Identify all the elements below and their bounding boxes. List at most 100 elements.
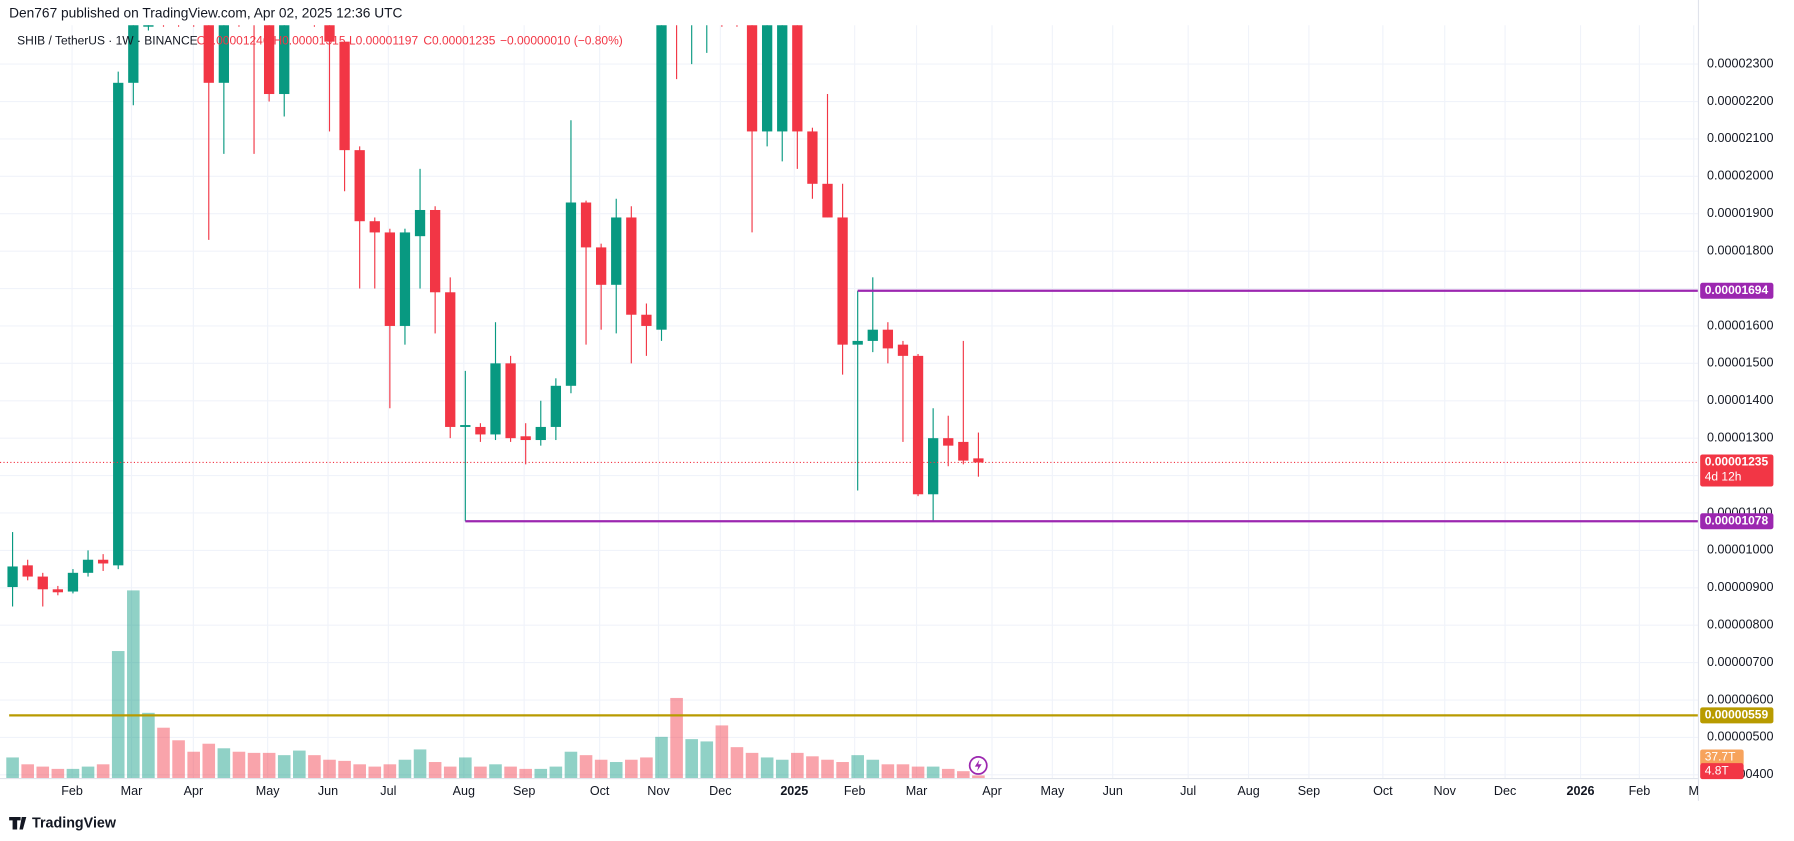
y-tick-label: 0.00002300 (1707, 56, 1773, 70)
x-tick-label: Feb (844, 784, 866, 798)
volume-bar (459, 757, 472, 779)
x-tick-label: Aug (1237, 784, 1259, 798)
candle-body (339, 41, 350, 151)
x-tick-label: Feb (61, 784, 83, 798)
grid (0, 25, 1698, 779)
volume-bar (760, 757, 774, 779)
volume-bar (851, 755, 864, 779)
volume-bar (866, 759, 880, 779)
x-tick-label: Mar (906, 784, 928, 798)
candle-body (369, 221, 380, 233)
volume-label: 37.7T (1705, 750, 1736, 764)
x-tick-label: Jun (318, 784, 338, 798)
level-label: 0.00001694 (1705, 283, 1769, 297)
candle-body (279, 25, 290, 95)
x-tick-label: Jun (1103, 784, 1123, 798)
y-tick-label: 0.00001600 (1707, 318, 1773, 332)
ohlc-high: H0.00001315 (273, 33, 345, 47)
volume-bar (81, 766, 95, 779)
ohlc-low: L0.00001197 (349, 33, 419, 47)
volume-bar (202, 743, 216, 779)
x-tick-label: M (1688, 784, 1698, 798)
volume-bar (791, 752, 804, 779)
x-tick-label: Jul (380, 784, 396, 798)
logo-text: TradingView (32, 816, 117, 832)
volume-bar (383, 764, 397, 779)
candle-body (490, 363, 501, 435)
volume-bar (338, 760, 351, 779)
volume-bar (972, 775, 985, 779)
candle-body (943, 438, 954, 446)
level-label-box (1700, 282, 1774, 299)
candle-body (852, 340, 863, 345)
volume-label: 4.8T (1705, 763, 1730, 777)
candle-body (595, 247, 607, 285)
volume-bar (670, 697, 683, 779)
y-tick-label: 0.00000700 (1707, 655, 1773, 669)
candle-body (807, 131, 818, 184)
candle-body (445, 292, 456, 427)
candle-body (354, 150, 365, 222)
candle-body (203, 25, 214, 83)
volume-bar (564, 751, 578, 779)
volume-bar (640, 757, 653, 779)
y-tick-label: 0.00001000 (1707, 543, 1773, 557)
y-tick-label: 0.00001300 (1707, 430, 1773, 444)
volume-bar (896, 764, 910, 779)
x-tick-label: Sep (513, 784, 535, 798)
volume-bar (142, 712, 155, 779)
candle-body (897, 344, 909, 356)
x-tick-label: Dec (709, 784, 731, 798)
volume-bar (474, 766, 487, 779)
candle-body (958, 441, 969, 461)
volume-bar (836, 762, 849, 779)
candle-body (67, 572, 79, 592)
candle-body (7, 566, 18, 588)
ohlc-change: −0.00000010 (−0.80%) (500, 33, 623, 47)
candle-body (535, 426, 546, 441)
volume-bar (217, 748, 231, 779)
candle-body (505, 363, 516, 439)
event-icon-bolt (974, 759, 982, 772)
volume-bar (428, 762, 442, 779)
volume-label-box (1700, 763, 1744, 780)
volume-bar (293, 750, 306, 779)
last-price-label: 0.00001235 (1705, 455, 1769, 469)
candle-body (113, 82, 124, 566)
candle-body (912, 355, 924, 495)
volume-bar (549, 766, 563, 779)
candle-body (414, 209, 426, 237)
candle-layer (7, 25, 984, 607)
volume-bar (262, 752, 276, 779)
volume-bar (609, 762, 623, 779)
candle-body (475, 426, 486, 435)
volume-bar (594, 759, 608, 779)
candle-body (580, 202, 592, 248)
volume-layer (6, 590, 985, 779)
candle-body (429, 209, 441, 293)
volume-bar (308, 755, 321, 779)
countdown: 4d 12h (1705, 470, 1742, 484)
y-tick-label: 0.00001400 (1707, 393, 1773, 407)
x-tick-label: Mar (121, 784, 143, 798)
volume-bar (51, 768, 65, 779)
candle-body (792, 25, 803, 132)
y-tick-label: 0.00002000 (1707, 169, 1773, 183)
logo-mark (9, 816, 27, 830)
volume-bar (911, 766, 925, 779)
candle-body (128, 25, 139, 83)
volume-bar (700, 741, 714, 779)
y-tick-label: 0.00000800 (1707, 618, 1773, 632)
volume-bar (579, 755, 593, 779)
candle-body (565, 202, 577, 386)
x-tick-label: 2026 (1567, 784, 1595, 798)
x-tick-label: 2025 (780, 784, 808, 798)
volume-bar (655, 736, 668, 779)
x-tick-label: May (256, 784, 280, 798)
y-tick-label: 0.00001500 (1707, 356, 1773, 370)
candle-body (777, 25, 788, 132)
y-tick-label: 0.00000500 (1707, 730, 1773, 744)
ohlc-open: O0.00001246 (197, 33, 270, 47)
